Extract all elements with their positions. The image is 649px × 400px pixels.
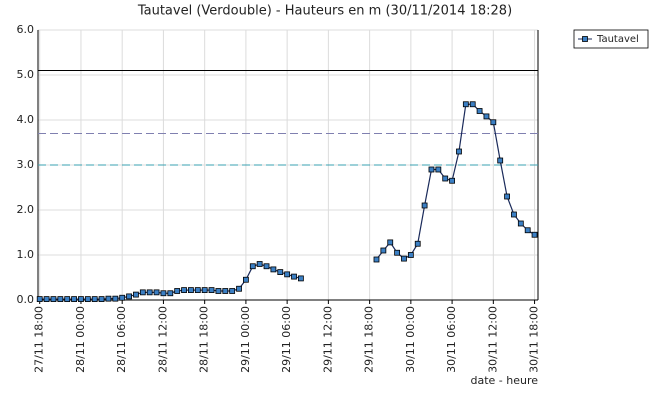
point-marker	[421, 202, 428, 209]
point-marker	[160, 290, 167, 297]
point-marker	[126, 293, 132, 300]
point-marker	[119, 294, 126, 301]
y-tick-label: 4.0	[17, 113, 35, 126]
chart-title: Tautavel (Verdouble) - Hauteurs en m (30…	[137, 4, 512, 19]
point-marker	[277, 269, 284, 276]
point-marker	[531, 231, 538, 238]
y-tick-label: 3.0	[17, 158, 35, 171]
point-marker	[153, 289, 160, 296]
x-tick-label: 30/11 00:00	[404, 306, 417, 373]
point-marker	[105, 295, 112, 302]
y-tick-label: 6.0	[17, 23, 35, 36]
x-tick-label: 29/11 18:00	[363, 306, 376, 373]
point-marker	[387, 239, 394, 246]
point-marker	[414, 240, 421, 247]
point-marker	[229, 288, 236, 294]
point-marker	[256, 261, 263, 267]
point-marker	[57, 296, 64, 303]
y-tick-label: 0.0	[17, 293, 35, 306]
point-marker	[401, 255, 407, 262]
point-marker	[469, 101, 476, 108]
point-marker	[84, 296, 91, 303]
point-marker	[78, 296, 84, 303]
point-marker	[394, 249, 401, 256]
point-marker	[449, 177, 455, 184]
x-tick-label: 29/11 06:00	[280, 306, 293, 373]
point-marker	[490, 119, 497, 126]
x-tick-label: 27/11 18:00	[33, 306, 46, 373]
point-marker	[291, 273, 297, 280]
point-marker	[263, 263, 270, 270]
point-marker	[43, 296, 50, 303]
x-axis-label: date - heure	[470, 374, 538, 387]
point-marker	[407, 252, 414, 258]
point-marker	[64, 296, 71, 303]
y-tick-label: 1.0	[17, 248, 35, 261]
point-marker	[215, 288, 222, 294]
point-marker	[91, 296, 98, 303]
point-marker	[201, 287, 208, 294]
point-marker	[297, 275, 304, 282]
x-tick-label: 28/11 00:00	[74, 306, 87, 373]
point-marker	[194, 287, 201, 294]
legend: Tautavel	[573, 29, 649, 49]
point-marker	[497, 157, 504, 164]
point-marker	[236, 285, 242, 292]
point-marker	[181, 287, 187, 294]
x-tick-label: 30/11 06:00	[445, 306, 458, 373]
point-marker	[462, 101, 469, 108]
point-marker	[167, 290, 174, 297]
x-tick-label: 29/11 00:00	[239, 306, 252, 373]
legend-marker	[582, 36, 588, 42]
point-marker	[188, 287, 194, 294]
legend-box	[573, 29, 649, 49]
x-tick-label: 28/11 18:00	[198, 306, 211, 373]
x-tick-label: 28/11 06:00	[115, 306, 128, 373]
point-marker	[139, 289, 146, 296]
point-marker	[517, 220, 524, 227]
point-marker	[112, 295, 119, 302]
legend-label: Tautavel	[596, 34, 639, 45]
point-marker	[174, 288, 181, 294]
y-tick-label: 5.0	[17, 68, 35, 81]
point-marker	[133, 291, 139, 298]
point-marker	[222, 288, 229, 294]
x-tick-label: 28/11 12:00	[156, 306, 169, 373]
point-marker	[511, 211, 517, 218]
x-tick-label: 30/11 12:00	[486, 306, 499, 373]
point-marker	[428, 166, 435, 173]
point-marker	[524, 227, 531, 234]
point-marker	[71, 296, 77, 303]
point-marker	[380, 247, 387, 254]
point-marker	[243, 276, 249, 283]
point-marker	[98, 296, 105, 303]
point-marker	[483, 113, 490, 120]
point-marker	[208, 287, 215, 294]
point-marker	[284, 271, 291, 278]
point-marker	[146, 289, 153, 296]
x-tick-label: 30/11 18:00	[528, 306, 541, 373]
point-marker	[456, 148, 462, 155]
point-marker	[50, 296, 57, 303]
point-marker	[504, 193, 510, 200]
x-tick-label: 29/11 12:00	[321, 306, 334, 373]
point-marker	[36, 296, 43, 303]
point-marker	[270, 266, 277, 273]
point-marker	[435, 166, 442, 173]
y-tick-label: 2.0	[17, 203, 35, 216]
point-marker	[476, 108, 483, 114]
point-marker	[373, 256, 380, 263]
point-marker	[249, 263, 256, 270]
point-marker	[442, 175, 449, 182]
